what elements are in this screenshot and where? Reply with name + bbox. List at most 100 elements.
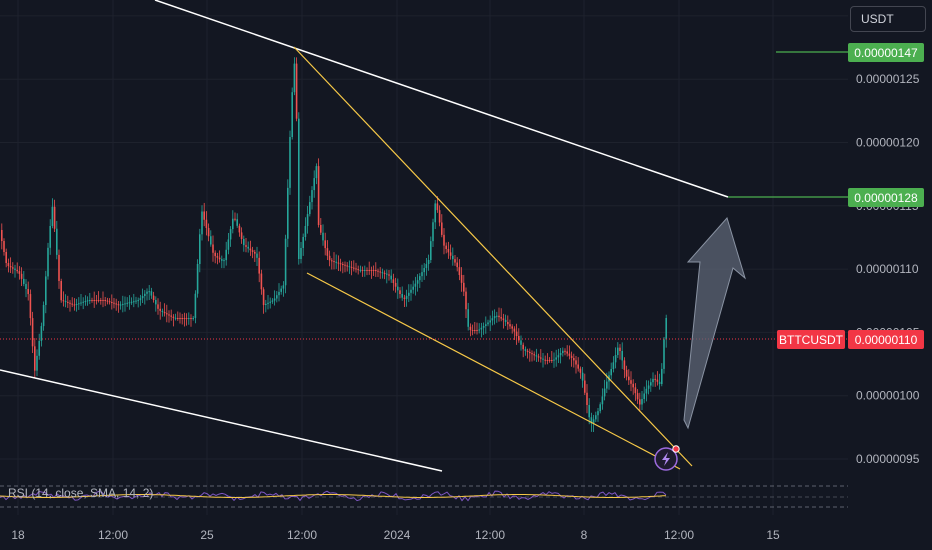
- candle-body: [16, 269, 18, 272]
- candle-body: [361, 270, 364, 271]
- candle-body: [610, 369, 612, 376]
- candle-body: [454, 259, 456, 263]
- candle-body: [595, 415, 597, 420]
- candle-body: [18, 271, 21, 274]
- candle-body: [104, 300, 106, 301]
- candle-body: [623, 360, 626, 370]
- candle-body: [370, 270, 373, 271]
- candle-body: [399, 290, 401, 294]
- candle-body: [3, 241, 5, 252]
- candle-body: [388, 274, 390, 276]
- candle-body: [511, 326, 513, 329]
- candle-body: [82, 301, 84, 303]
- candle-body: [647, 385, 650, 389]
- candle-body: [529, 352, 531, 354]
- candle-body: [412, 286, 414, 290]
- candle-body: [67, 301, 69, 303]
- projection-arrow[interactable]: [683, 216, 746, 430]
- time-tick-label: 2024: [384, 528, 411, 542]
- candle-body: [60, 281, 62, 301]
- candle-body: [293, 63, 296, 93]
- rsi-line: [0, 490, 667, 502]
- time-axis[interactable]: 18 12:00 25 12:00 2024 12:00 8 12:00 15: [11, 528, 780, 542]
- candle-body: [302, 237, 304, 248]
- candles: [1, 57, 667, 433]
- candle-body: [474, 330, 476, 331]
- lower-channel-line[interactable]: [0, 369, 443, 472]
- candle-body: [196, 264, 199, 294]
- candle-body: [86, 300, 89, 302]
- candle-body: [636, 393, 639, 400]
- candle-body: [71, 303, 73, 305]
- candle-body: [509, 324, 511, 327]
- candle-body: [353, 267, 355, 269]
- candle-body: [304, 226, 307, 237]
- candle-body: [78, 303, 80, 305]
- candle-body: [443, 234, 445, 246]
- candle-body: [438, 210, 441, 223]
- candle-body: [240, 232, 243, 239]
- candle-body: [364, 270, 366, 271]
- wedge-lower-line[interactable]: [306, 272, 681, 470]
- candle-body: [507, 322, 509, 325]
- candle-body: [106, 300, 109, 302]
- candle-body: [183, 318, 186, 319]
- time-tick-label: 12:00: [664, 528, 694, 542]
- candle-body: [458, 267, 461, 275]
- candle-body: [581, 372, 584, 381]
- candle-body: [346, 265, 348, 267]
- candle-body: [326, 248, 329, 256]
- candle-body: [315, 166, 318, 179]
- time-tick-label: 12:00: [475, 528, 505, 542]
- candle-body: [38, 340, 40, 356]
- candle-body: [137, 300, 139, 302]
- candle-body: [95, 300, 98, 301]
- candle-body: [115, 303, 117, 305]
- candle-body: [254, 251, 256, 254]
- price-tick-label: 0.00000120: [856, 136, 920, 150]
- time-tick-label: 12:00: [287, 528, 317, 542]
- candle-body: [504, 319, 507, 322]
- time-tick-label: 25: [200, 528, 214, 542]
- candle-body: [23, 278, 25, 284]
- candle-body: [487, 322, 489, 325]
- candle-body: [491, 318, 494, 321]
- candle-body: [335, 261, 337, 263]
- candle-body: [469, 326, 472, 330]
- candle-body: [634, 387, 637, 394]
- candle-body: [480, 327, 483, 330]
- svg-text:BTTCUSDT: BTTCUSDT: [779, 333, 844, 347]
- candle-body: [639, 399, 641, 405]
- candle-body: [366, 270, 368, 271]
- flash-marker[interactable]: [654, 445, 680, 471]
- wedge-upper-line[interactable]: [293, 46, 693, 467]
- candle-body: [526, 350, 529, 352]
- candle-body: [73, 304, 76, 306]
- candle-body: [498, 315, 500, 318]
- candle-body: [157, 304, 159, 309]
- candle-body: [313, 178, 315, 191]
- grid: [0, 0, 848, 515]
- time-tick-label: 18: [11, 528, 25, 542]
- currency-unit-button[interactable]: USDT: [850, 6, 926, 32]
- candle-body: [588, 405, 590, 418]
- candle-body: [20, 273, 23, 279]
- candle-body: [128, 302, 131, 304]
- candle-body: [291, 92, 293, 137]
- price-tick-label: 0.00000125: [856, 72, 920, 86]
- candle-body: [434, 203, 436, 223]
- candle-body: [386, 273, 388, 275]
- candle-body: [324, 240, 326, 249]
- svg-text:0.00000110: 0.00000110: [855, 333, 918, 347]
- candle-body: [548, 360, 551, 361]
- candle-body: [515, 331, 518, 336]
- price-tick-label: 0.00000100: [856, 389, 920, 403]
- candle-body: [40, 326, 43, 341]
- upper-channel-line[interactable]: [154, 0, 729, 198]
- rsi-pane[interactable]: RSI (14, close, SMA, 14, 2): [0, 485, 848, 508]
- candle-body: [225, 249, 227, 261]
- candle-body: [271, 300, 274, 302]
- candle-body: [27, 289, 29, 295]
- candle-body: [309, 202, 311, 215]
